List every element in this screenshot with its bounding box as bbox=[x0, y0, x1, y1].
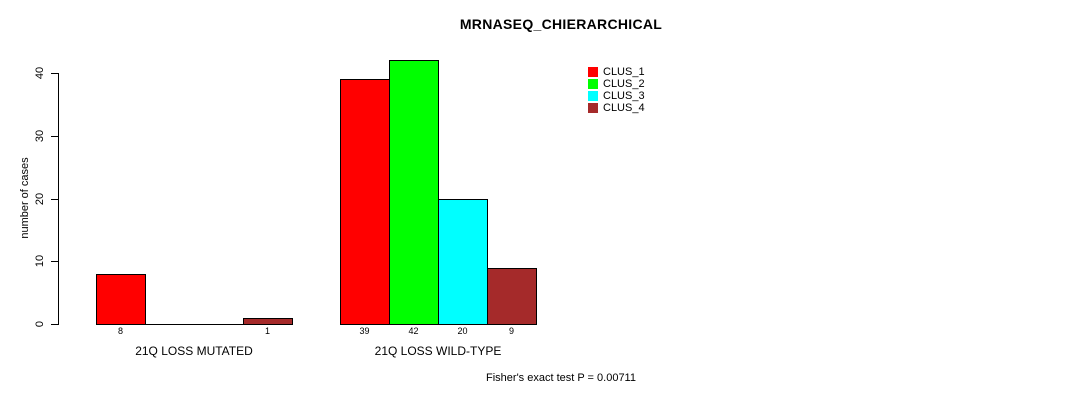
legend-item: CLUS_4 bbox=[588, 102, 645, 114]
legend-item: CLUS_2 bbox=[588, 78, 645, 90]
legend-item: CLUS_3 bbox=[588, 90, 645, 102]
bar-value-label: 1 bbox=[264, 326, 270, 336]
x-baseline bbox=[96, 324, 293, 325]
y-tick bbox=[51, 135, 58, 137]
legend-swatch bbox=[588, 91, 598, 101]
y-tick bbox=[51, 261, 58, 263]
y-tick-label: 40 bbox=[34, 66, 46, 80]
legend-label: CLUS_4 bbox=[603, 102, 645, 114]
y-tick-label: 10 bbox=[34, 255, 46, 268]
y-tick-label: 30 bbox=[34, 129, 46, 142]
bar-clus_3-2 bbox=[438, 198, 488, 325]
fisher-test-annotation: Fisher's exact test P = 0.00711 bbox=[486, 372, 636, 384]
legend-label: CLUS_3 bbox=[603, 90, 645, 102]
legend: CLUS_1 CLUS_2 CLUS_3 CLUS_4 bbox=[588, 66, 645, 114]
bar-value-label: 9 bbox=[508, 326, 514, 336]
bar-clus_4-1 bbox=[243, 317, 293, 325]
y-tick bbox=[51, 198, 58, 200]
y-tick-label: 0 bbox=[34, 320, 46, 328]
y-tick bbox=[51, 324, 58, 325]
legend-label: CLUS_1 bbox=[603, 66, 645, 78]
legend-swatch bbox=[588, 79, 598, 89]
legend-swatch bbox=[588, 103, 598, 113]
y-tick bbox=[51, 73, 58, 74]
bar-value-label: 20 bbox=[457, 326, 468, 336]
x-group-label: 21Q LOSS MUTATED bbox=[135, 344, 253, 358]
chart-title: MRNASEQ_CHIERARCHICAL bbox=[459, 16, 663, 32]
bar-clus_4-2 bbox=[487, 267, 537, 325]
bar-value-label: 42 bbox=[408, 326, 419, 336]
x-group-label: 21Q LOSS WILD-TYPE bbox=[374, 344, 502, 358]
y-axis-line bbox=[58, 73, 59, 325]
legend-item: CLUS_1 bbox=[588, 66, 645, 78]
bar-value-label: 8 bbox=[117, 326, 123, 336]
bar-clus_1-1 bbox=[96, 273, 146, 325]
y-tick-label: 20 bbox=[34, 192, 46, 205]
legend-label: CLUS_2 bbox=[603, 78, 645, 90]
bar-value-label: 39 bbox=[359, 326, 370, 336]
legend-swatch bbox=[588, 67, 598, 77]
bar-clus_2-2 bbox=[389, 60, 439, 325]
bar-clus_1-2 bbox=[340, 79, 390, 325]
